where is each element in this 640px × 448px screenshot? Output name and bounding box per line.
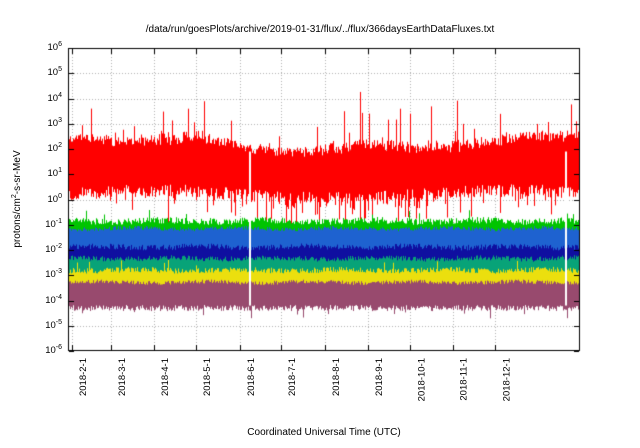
y-tick-label: 10-3 <box>45 268 62 281</box>
x-tick-label: 2018-2-1 <box>78 358 90 397</box>
y-tick-label: 103 <box>47 116 62 129</box>
x-tick-label: 2018-3-1 <box>117 358 129 397</box>
x-tick-label: 2018-7-1 <box>287 358 299 397</box>
y-tick-label: 105 <box>47 66 62 79</box>
y-tick-label: 10-1 <box>45 217 62 230</box>
y-tick-label: 106 <box>47 41 62 54</box>
x-tick-label: 2018-12-1 <box>500 358 512 402</box>
x-axis-label: Coordinated Universal Time (UTC) <box>247 427 401 438</box>
x-tick-label: 2018-11-1 <box>459 358 471 401</box>
x-tick-label: 2018-4-1 <box>160 358 172 397</box>
y-tick-label: 10-4 <box>45 293 62 306</box>
x-tick-label: 2018-9-1 <box>373 358 385 397</box>
x-tick-label: 2018-8-1 <box>330 358 342 397</box>
plot-title: /data/run/goesPlots/archive/2019-01-31/f… <box>145 24 495 35</box>
x-tick-label: 2018-10-1 <box>415 358 427 402</box>
y-tick-label: 102 <box>47 142 62 155</box>
x-tick-label: 2018-6-1 <box>245 358 257 397</box>
y-tick-label: 10-6 <box>45 344 62 357</box>
y-tick-label: 100 <box>47 192 62 205</box>
y-tick-label: 10-5 <box>45 318 62 331</box>
x-tick-label: 2018-5-1 <box>202 358 214 397</box>
y-tick-label: 101 <box>47 167 62 180</box>
y-tick-label: 104 <box>47 91 62 104</box>
y-tick-label: 10-2 <box>45 243 62 256</box>
